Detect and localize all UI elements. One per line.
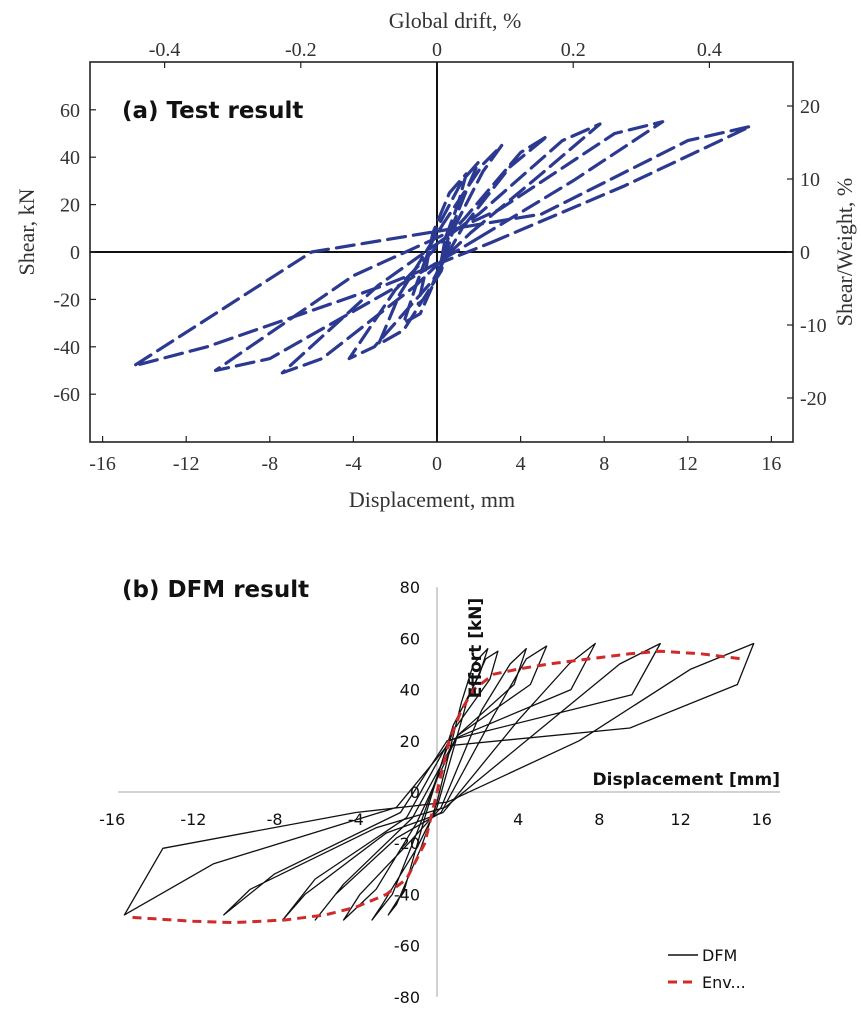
panel-a-right-axis-label: Shear/Weight, %: [832, 178, 857, 327]
panel-a-title: (a) Test result: [122, 98, 303, 124]
panel-b-title: (b) DFM result: [122, 577, 309, 603]
x-tick-label: 4: [513, 810, 523, 829]
x-tick-label: -8: [267, 810, 283, 829]
y-tick-label: -40: [53, 337, 80, 359]
test-hysteresis-loop: [376, 143, 504, 346]
y-tick-label: 20: [60, 195, 80, 217]
y2-tick-label: 20: [800, 96, 820, 118]
y2-tick-label: 10: [800, 169, 820, 191]
x2-tick-label: -0.2: [285, 39, 317, 61]
dfm-hysteresis-loop: [314, 645, 548, 921]
y-tick-label: 80: [400, 578, 420, 597]
y-tick-label: -60: [394, 937, 420, 956]
y-tick-label: 60: [60, 100, 80, 122]
panel-b-y-axis-label: Effort [kN]: [466, 598, 486, 699]
x-tick-label: 16: [752, 810, 772, 829]
x-tick-label: 8: [599, 453, 609, 475]
x2-tick-label: 0.4: [697, 39, 722, 61]
x-tick-label: 12: [670, 810, 690, 829]
y2-tick-label: 0: [800, 242, 810, 264]
x-tick-label: 12: [678, 453, 698, 475]
test-hysteresis-loop: [280, 122, 602, 375]
y-tick-label: -80: [394, 988, 420, 1007]
test-hysteresis-loop: [132, 124, 753, 368]
x-tick-label: -12: [173, 453, 200, 475]
legend-env-label: Env...: [702, 973, 746, 992]
envelope-curve: [132, 649, 742, 925]
x-tick-label: -16: [99, 810, 125, 829]
panel-b-axes: [118, 587, 780, 997]
y-tick-label: 60: [400, 629, 420, 648]
x-tick-label: 0: [432, 453, 442, 475]
x2-tick-label: -0.4: [149, 39, 181, 61]
test-hysteresis-loop: [213, 120, 665, 373]
x2-tick-label: 0: [432, 39, 442, 61]
dfm-hysteresis-loop: [371, 650, 499, 921]
x-tick-label: -16: [89, 453, 116, 475]
dfm-hysteresis-loop: [342, 647, 527, 921]
panel-b-legend: DFM Env...: [668, 946, 746, 992]
dfm-hysteresis-loop: [223, 642, 661, 916]
y-tick-label: 0: [70, 242, 80, 264]
x-tick-label: 4: [516, 453, 526, 475]
y-tick-label: 40: [400, 681, 420, 700]
panel-a-top-axis-label: Global drift, %: [389, 8, 522, 33]
y2-tick-label: -20: [800, 388, 827, 410]
x-tick-label: -8: [261, 453, 278, 475]
y-tick-label: 0: [410, 783, 420, 802]
legend-dfm-label: DFM: [702, 946, 737, 965]
panel-a-x-axis-label: Displacement, mm: [349, 487, 515, 512]
x-tick-label: 8: [594, 810, 604, 829]
y-tick-label: -20: [53, 289, 80, 311]
x-tick-label: 16: [761, 453, 781, 475]
y-tick-label: -60: [53, 384, 80, 406]
y2-tick-label: -10: [800, 315, 827, 337]
y-tick-label: 40: [60, 147, 80, 169]
panel-a-series: [132, 120, 753, 375]
x-tick-label: -12: [180, 810, 206, 829]
y-tick-label: -40: [394, 885, 420, 904]
x-tick-label: -4: [345, 453, 362, 475]
panel-b-series: [123, 642, 755, 925]
dfm-hysteresis-loop: [282, 642, 596, 921]
panel-a-y-axis-label: Shear, kN: [14, 188, 39, 275]
x2-tick-label: 0.2: [561, 39, 586, 61]
y-tick-label: 20: [400, 732, 420, 751]
test-hysteresis-loop: [347, 134, 550, 361]
panel-b-x-axis-label: Displacement [mm]: [593, 770, 781, 790]
